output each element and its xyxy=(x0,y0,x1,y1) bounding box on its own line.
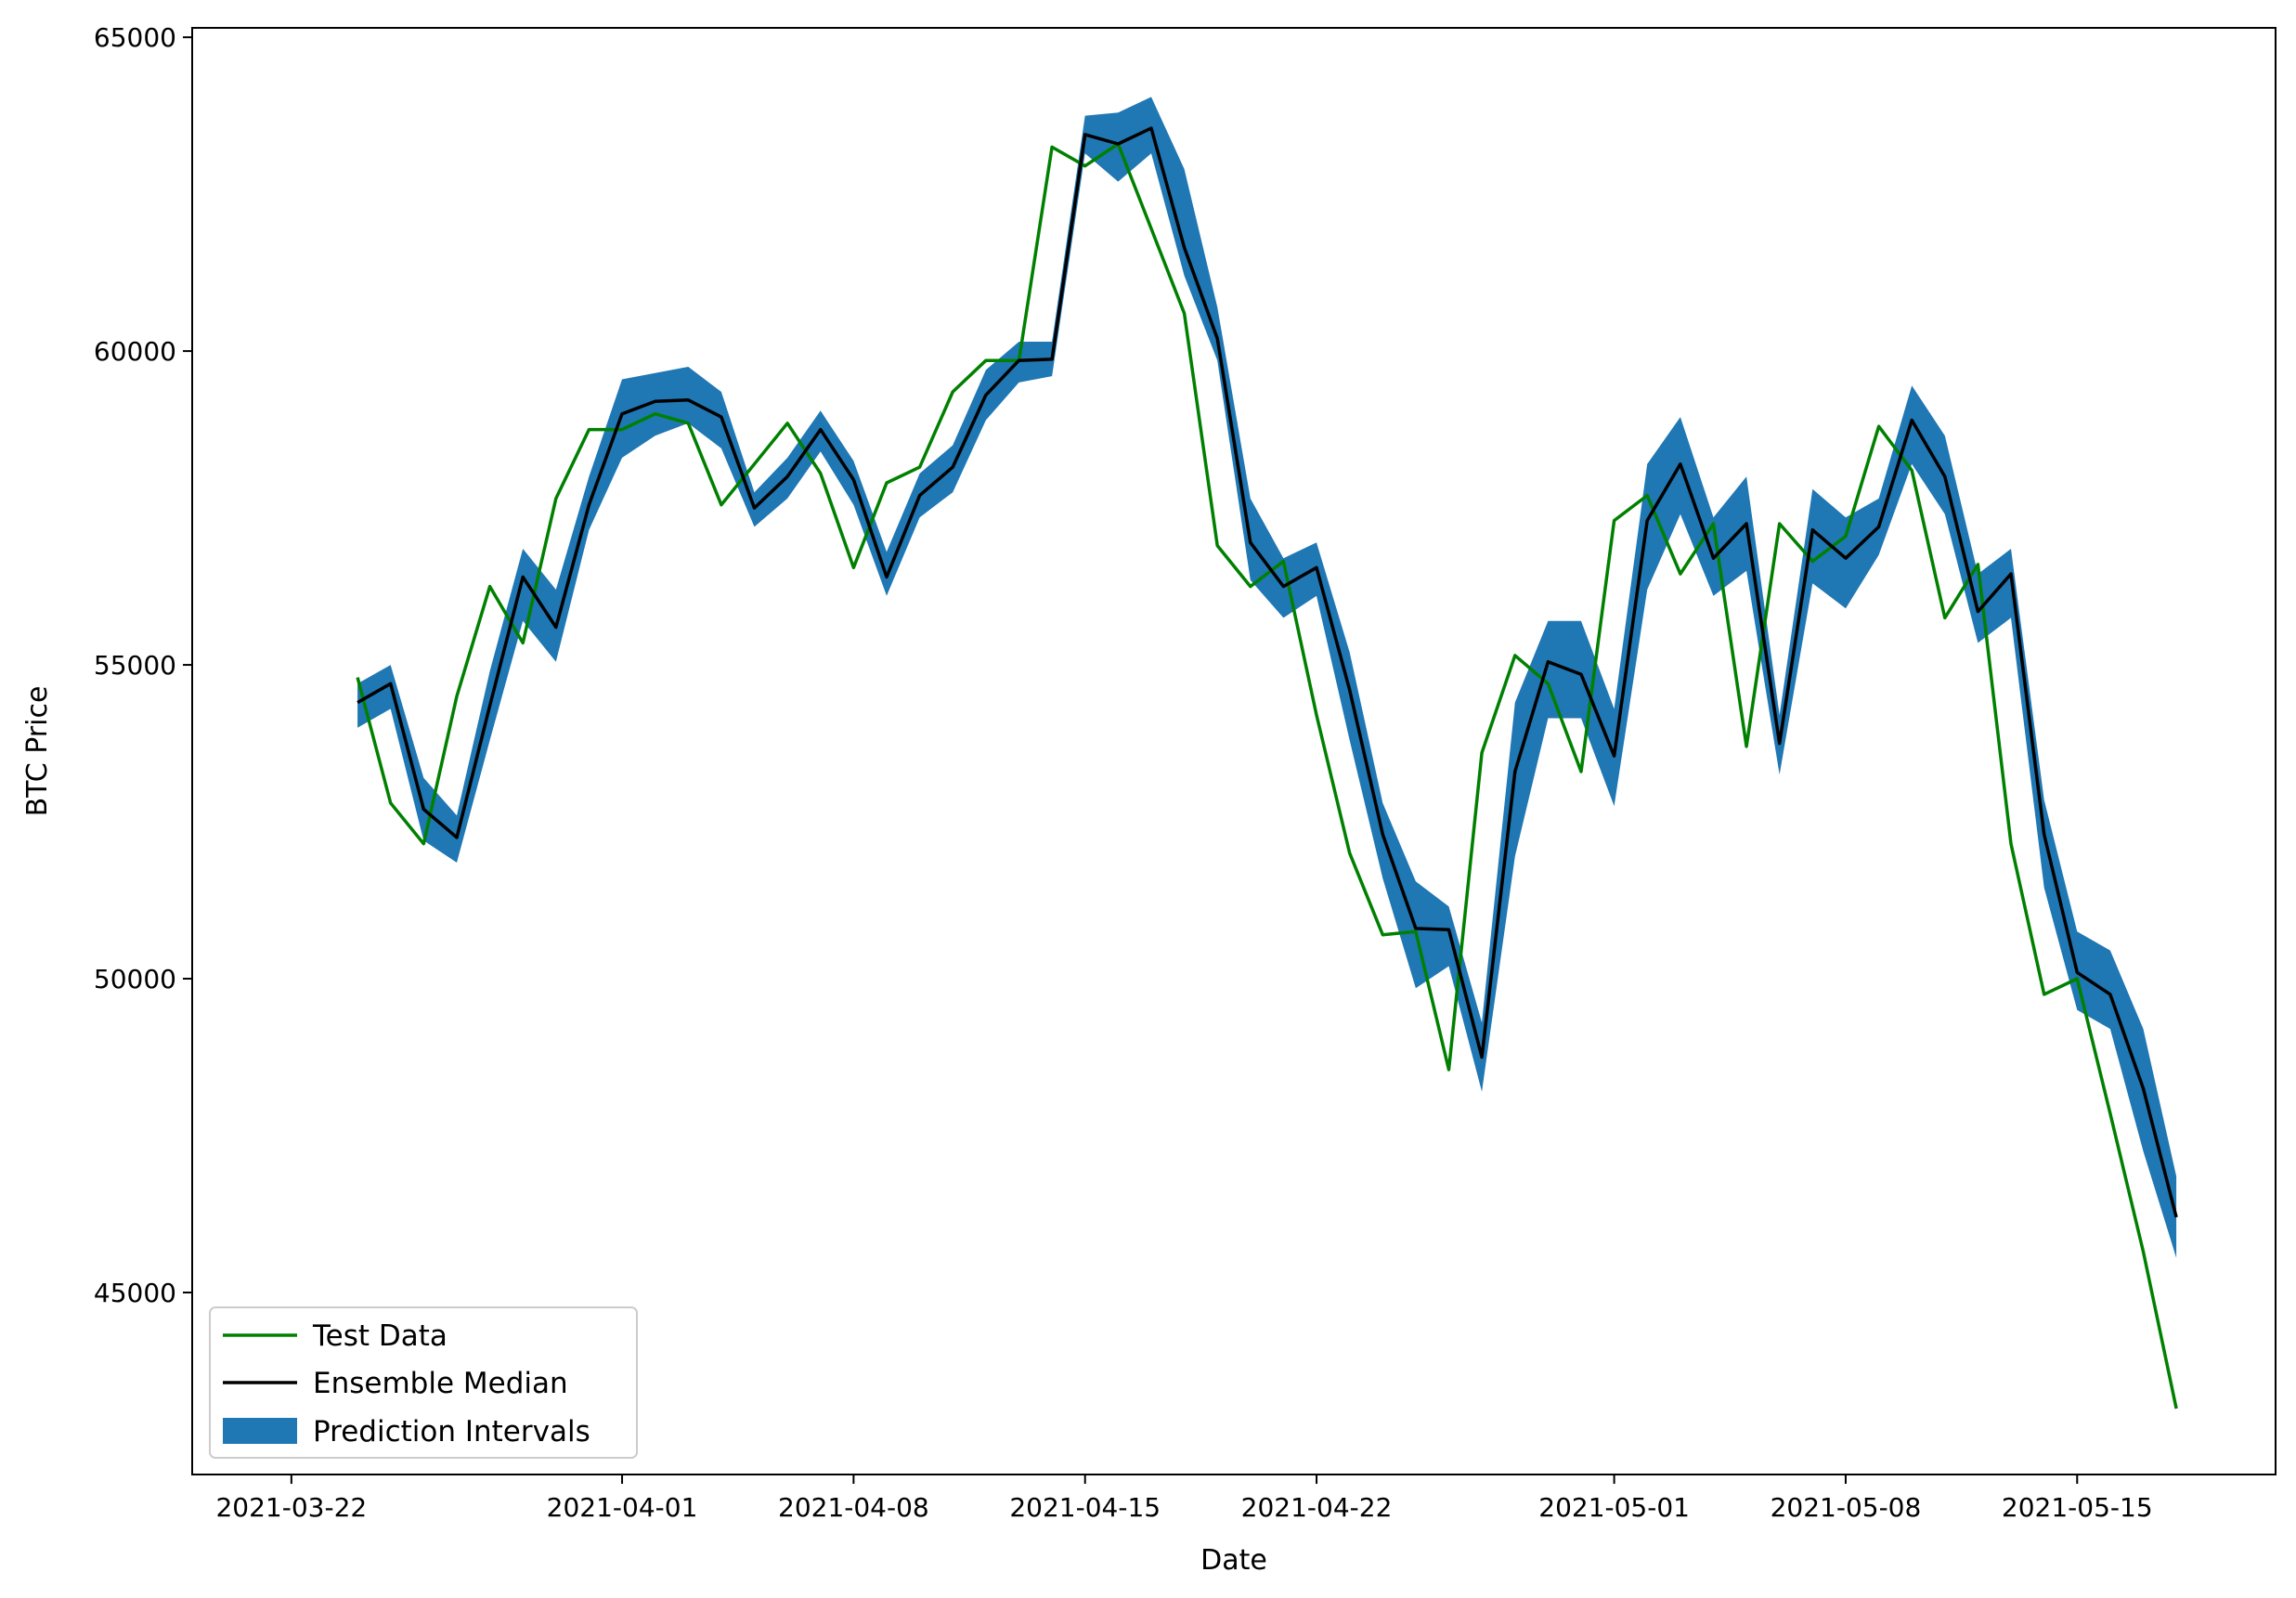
y-tick-label: 65000 xyxy=(94,22,176,53)
legend: Test Data Ensemble Median Prediction Int… xyxy=(209,1306,638,1459)
x-tick-label: 2021-05-01 xyxy=(1538,1492,1690,1523)
x-tick-label: 2021-05-08 xyxy=(1771,1492,1922,1523)
axes-frame xyxy=(191,27,2277,1475)
legend-label-prediction-intervals: Prediction Intervals xyxy=(313,1415,590,1449)
legend-label-ensemble-median: Ensemble Median xyxy=(313,1367,568,1400)
y-tick-label: 55000 xyxy=(94,650,176,681)
x-tick-label: 2021-04-01 xyxy=(547,1492,698,1523)
legend-swatch-prediction-intervals xyxy=(223,1418,297,1444)
ensemble-median-line xyxy=(357,126,2178,1218)
y-axis-ticks: 45000 50000 55000 60000 65000 xyxy=(94,22,192,1308)
x-tick-label: 2021-04-08 xyxy=(778,1492,929,1523)
y-tick-label: 60000 xyxy=(94,336,176,367)
x-tick-label: 2021-05-15 xyxy=(2002,1492,2153,1523)
plot-area xyxy=(356,97,2178,1410)
y-tick-label: 50000 xyxy=(94,964,176,994)
test-data-line xyxy=(356,142,2178,1410)
x-tick-label: 2021-04-22 xyxy=(1241,1492,1393,1523)
x-axis-ticks: 2021-03-22 2021-04-01 2021-04-08 2021-04-15… xyxy=(215,1475,2153,1523)
y-tick-label: 45000 xyxy=(94,1278,176,1308)
x-tick-label: 2021-03-22 xyxy=(215,1492,367,1523)
x-tick-label: 2021-04-15 xyxy=(1009,1492,1161,1523)
legend-box xyxy=(209,1306,638,1459)
y-axis-label: BTC Price xyxy=(21,686,54,817)
x-axis-label: Date xyxy=(1200,1544,1267,1577)
series-line-layer xyxy=(356,126,2178,1410)
legend-label-test-data: Test Data xyxy=(312,1319,448,1353)
